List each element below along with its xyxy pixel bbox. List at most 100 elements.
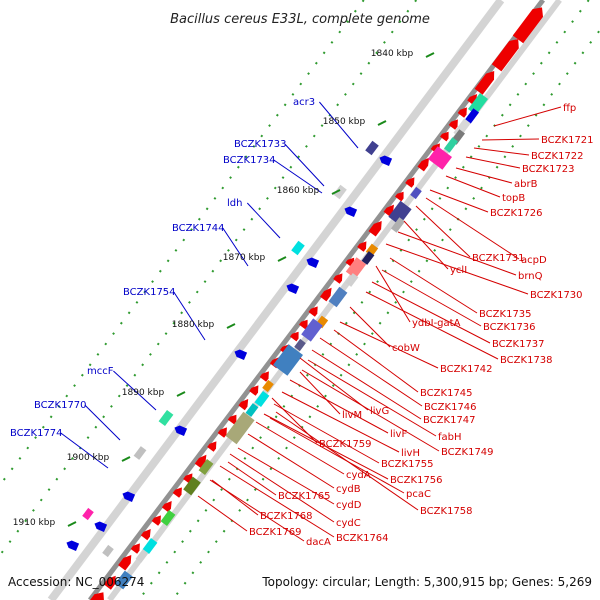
left-leader-line — [113, 370, 157, 411]
forward-gene-arrow — [259, 371, 269, 382]
left-gene-label: BCZK1770 — [34, 400, 87, 411]
kbp-tick-mark — [121, 456, 131, 462]
kbp-tick-mark — [226, 323, 236, 329]
right-leader-line — [301, 369, 440, 452]
left-leader-line — [173, 291, 206, 341]
left-gene-label: BCZK1774 — [10, 428, 63, 439]
right-gene-label: pcaC — [406, 489, 431, 500]
forward-gene-arrow — [405, 177, 415, 188]
gene-block — [427, 146, 453, 170]
kbp-tick-label: 1850 kbp — [323, 117, 366, 127]
gene-block — [345, 273, 359, 287]
forward-gene-arrow — [319, 287, 332, 302]
right-gene-label: ffp — [563, 103, 576, 114]
reverse-gene-arrow — [122, 491, 136, 503]
gene-block — [272, 344, 304, 376]
forward-gene-arrow — [417, 157, 430, 172]
label-leaders — [60, 101, 562, 542]
right-gene-label: BCZK1723 — [522, 164, 575, 175]
right-leader-line — [349, 306, 391, 348]
right-leader-line — [333, 329, 419, 393]
right-gene-label: BCZK1736 — [483, 322, 536, 333]
reverse-gene-arrow — [66, 540, 80, 552]
left-leader-line — [84, 404, 121, 441]
kbp-tick-label: 1900 kbp — [67, 453, 110, 463]
left-gene-label: BCZK1734 — [223, 155, 276, 166]
right-leader-line — [445, 175, 501, 198]
left-gene-label: BCZK1744 — [172, 223, 225, 234]
right-gene-label: BCZK1746 — [424, 402, 477, 413]
forward-gene-arrow — [103, 575, 116, 590]
right-gene-label: BCZK1765 — [278, 491, 331, 502]
right-gene-label: livH — [401, 448, 420, 459]
left-leader-line — [60, 432, 109, 469]
forward-gene-arrow — [474, 71, 495, 95]
gene-block — [390, 217, 406, 233]
left-leader-line — [319, 101, 359, 149]
right-leader-line — [371, 281, 491, 344]
forward-gene-arrow — [249, 385, 259, 396]
right-leader-line — [385, 243, 529, 295]
gene-block — [388, 200, 412, 226]
right-gene-label: BCZK1730 — [530, 290, 583, 301]
gene-block — [464, 108, 480, 124]
right-leader-line — [389, 257, 478, 314]
left-gene-label: ldh — [227, 198, 242, 209]
right-gene-label: ydbI-gatA — [412, 318, 461, 329]
right-gene-label: cydB — [336, 484, 361, 495]
right-gene-label: cobW — [392, 343, 420, 354]
gene-block — [294, 338, 306, 352]
left-leader-line — [222, 227, 249, 267]
forward-gene-arrow — [368, 221, 382, 237]
right-leader-line — [289, 379, 389, 434]
left-leader-line — [246, 202, 281, 239]
right-gene-label: topB — [502, 193, 525, 204]
gene-block — [102, 544, 114, 558]
kbp-tick-mark — [331, 189, 341, 195]
forward-gene-arrow — [512, 7, 544, 44]
gene-block — [225, 411, 255, 445]
right-leader-line — [209, 479, 305, 542]
gene-block — [198, 459, 214, 475]
right-leader-line — [275, 411, 419, 511]
forward-gene-arrow — [140, 529, 151, 541]
dotted-guide-1 — [0, 0, 365, 487]
right-gene-label: BCZK1768 — [260, 511, 313, 522]
right-gene-label: dacA — [306, 537, 331, 548]
kbp-tick-mark — [67, 521, 77, 527]
right-leader-line — [429, 189, 489, 213]
right-gene-label: BCZK1742 — [440, 364, 493, 375]
right-gene-label: BCZK1756 — [390, 475, 443, 486]
forward-gene-arrow — [130, 543, 140, 554]
right-leader-line — [473, 147, 530, 156]
right-gene-label: BCZK1749 — [441, 447, 494, 458]
forward-gene-arrow — [161, 500, 172, 513]
right-leader-line — [493, 106, 562, 127]
right-leader-line — [319, 337, 423, 407]
dotted-guide-0 — [0, 0, 418, 557]
forward-gene-arrow — [289, 331, 299, 342]
gene-block — [345, 257, 367, 279]
right-gene-label: BCZK1747 — [423, 415, 476, 426]
gene-block — [365, 140, 379, 156]
gene-block — [361, 251, 375, 265]
right-leader-line — [311, 349, 422, 420]
right-gene-label: livG — [370, 406, 389, 417]
right-gene-label: brnQ — [518, 271, 543, 282]
right-leader-line — [299, 357, 369, 411]
dotted-guide-3 — [171, 28, 600, 600]
forward-gene-track — [87, 7, 544, 600]
forward-gene-arrow — [308, 306, 318, 317]
right-gene-label: BCZK1758 — [420, 506, 473, 517]
kbp-tick-mark — [425, 52, 435, 58]
right-gene-label: BCZK1721 — [541, 135, 594, 146]
gene-block — [254, 391, 270, 407]
right-leader-line — [465, 156, 521, 169]
right-gene-label: BCZK1745 — [420, 388, 473, 399]
kbp-ticks: 1840 kbp 1850 kbp 1860 kbp 1870 kbp 1880 kbp… — [13, 49, 435, 528]
right-gene-label: BCZK1755 — [381, 459, 434, 470]
gene-block — [333, 184, 347, 200]
right-gene-label: acpD — [521, 255, 547, 266]
forward-gene-arrow — [87, 592, 104, 600]
